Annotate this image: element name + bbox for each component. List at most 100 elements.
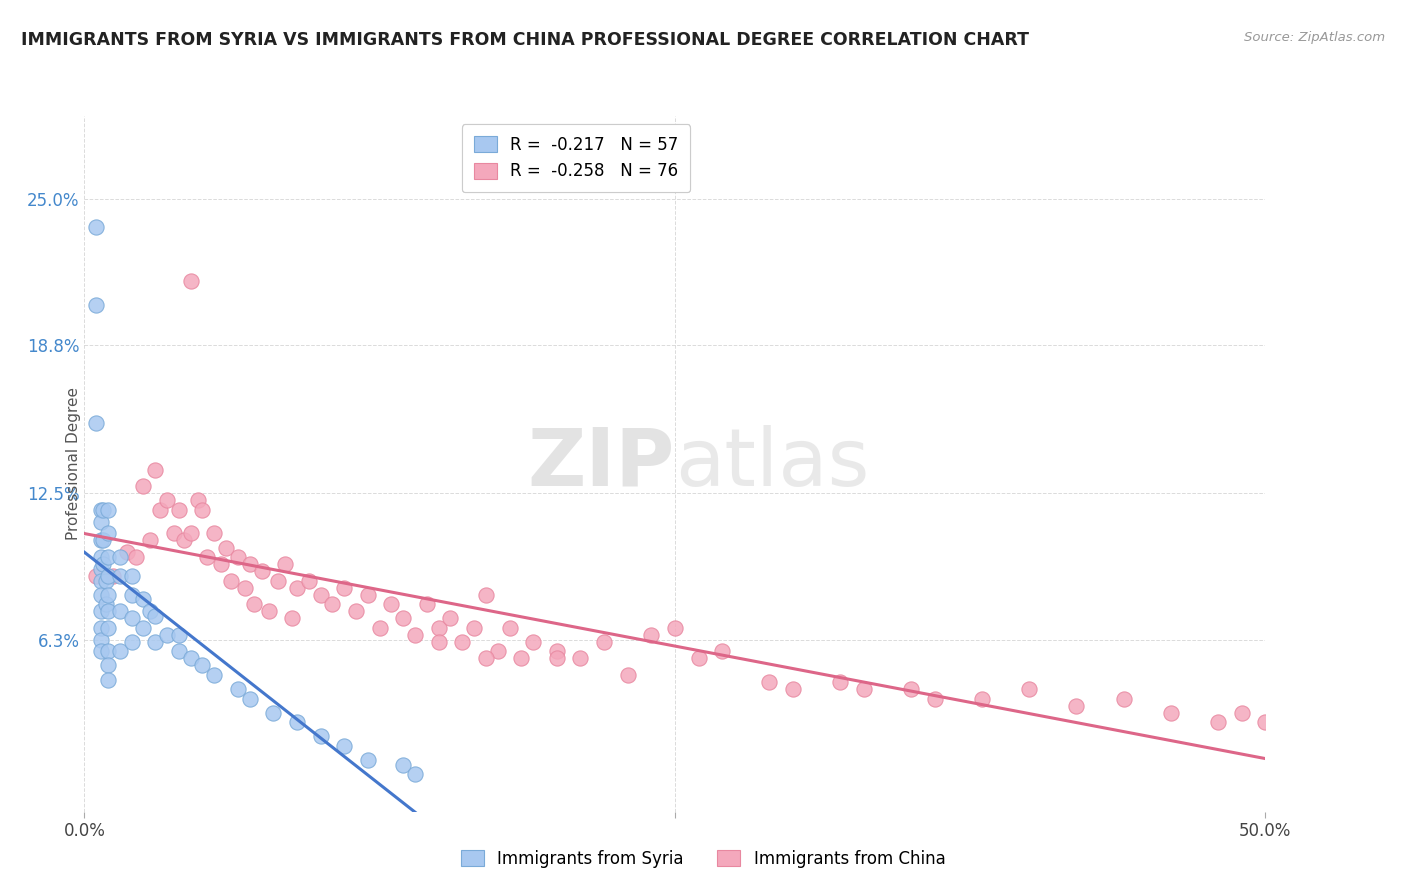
- Point: [427, 621, 450, 635]
- Point: [125, 549, 148, 564]
- Point: [285, 715, 308, 730]
- Text: atlas: atlas: [675, 425, 869, 503]
- Point: [970, 691, 993, 706]
- Point: [274, 557, 297, 571]
- Point: [173, 533, 195, 548]
- Point: [132, 592, 155, 607]
- Point: [498, 621, 520, 635]
- Point: [475, 651, 498, 665]
- Point: [333, 739, 356, 753]
- Point: [108, 549, 131, 564]
- Point: [121, 635, 143, 649]
- Point: [380, 597, 402, 611]
- Point: [281, 611, 304, 625]
- Point: [1018, 682, 1040, 697]
- Point: [90, 562, 112, 576]
- Point: [298, 574, 321, 588]
- Point: [97, 569, 120, 583]
- Point: [593, 635, 616, 649]
- Point: [90, 588, 112, 602]
- Point: [163, 526, 186, 541]
- Legend: R =  -0.217   N = 57, R =  -0.258   N = 76: R = -0.217 N = 57, R = -0.258 N = 76: [463, 124, 690, 192]
- Point: [108, 604, 131, 618]
- Point: [115, 545, 138, 559]
- Point: [90, 515, 112, 529]
- Point: [191, 658, 214, 673]
- Point: [97, 604, 120, 618]
- Text: ZIP: ZIP: [527, 425, 675, 503]
- Point: [427, 635, 450, 649]
- Point: [392, 611, 415, 625]
- Point: [219, 574, 242, 588]
- Point: [180, 651, 202, 665]
- Point: [94, 574, 117, 588]
- Point: [156, 628, 179, 642]
- Point: [1206, 715, 1229, 730]
- Point: [688, 651, 710, 665]
- Point: [97, 503, 120, 517]
- Point: [91, 557, 114, 571]
- Point: [97, 621, 120, 635]
- Point: [475, 588, 498, 602]
- Text: IMMIGRANTS FROM SYRIA VS IMMIGRANTS FROM CHINA PROFESSIONAL DEGREE CORRELATION C: IMMIGRANTS FROM SYRIA VS IMMIGRANTS FROM…: [21, 31, 1029, 49]
- Point: [309, 588, 332, 602]
- Point: [257, 604, 280, 618]
- Point: [149, 503, 172, 517]
- Point: [132, 621, 155, 635]
- Point: [143, 609, 166, 624]
- Point: [84, 219, 107, 234]
- Point: [546, 644, 568, 658]
- Point: [711, 644, 734, 658]
- Point: [195, 549, 218, 564]
- Point: [486, 644, 509, 658]
- Point: [239, 557, 262, 571]
- Point: [404, 767, 426, 781]
- Point: [108, 644, 131, 658]
- Point: [180, 274, 202, 288]
- Point: [852, 682, 875, 697]
- Point: [344, 604, 367, 618]
- Point: [191, 503, 214, 517]
- Point: [640, 628, 662, 642]
- Point: [121, 588, 143, 602]
- Point: [830, 675, 852, 690]
- Point: [546, 651, 568, 665]
- Point: [357, 753, 380, 767]
- Point: [226, 549, 249, 564]
- Point: [156, 493, 179, 508]
- Point: [1112, 691, 1135, 706]
- Point: [522, 635, 544, 649]
- Point: [569, 651, 592, 665]
- Point: [368, 621, 391, 635]
- Point: [267, 574, 290, 588]
- Point: [90, 604, 112, 618]
- Point: [97, 588, 120, 602]
- Point: [510, 651, 533, 665]
- Point: [84, 298, 107, 312]
- Point: [233, 581, 256, 595]
- Point: [90, 632, 112, 647]
- Point: [285, 581, 308, 595]
- Point: [97, 673, 120, 687]
- Point: [616, 668, 638, 682]
- Point: [404, 628, 426, 642]
- Point: [215, 541, 238, 555]
- Point: [90, 503, 112, 517]
- Point: [121, 611, 143, 625]
- Point: [463, 621, 485, 635]
- Point: [90, 533, 112, 548]
- Point: [180, 526, 202, 541]
- Point: [121, 569, 143, 583]
- Point: [101, 569, 124, 583]
- Point: [90, 549, 112, 564]
- Point: [91, 533, 114, 548]
- Point: [167, 503, 190, 517]
- Point: [782, 682, 804, 697]
- Point: [97, 644, 120, 658]
- Text: Source: ZipAtlas.com: Source: ZipAtlas.com: [1244, 31, 1385, 45]
- Point: [97, 658, 120, 673]
- Point: [202, 526, 225, 541]
- Point: [143, 463, 166, 477]
- Point: [357, 588, 380, 602]
- Point: [239, 691, 262, 706]
